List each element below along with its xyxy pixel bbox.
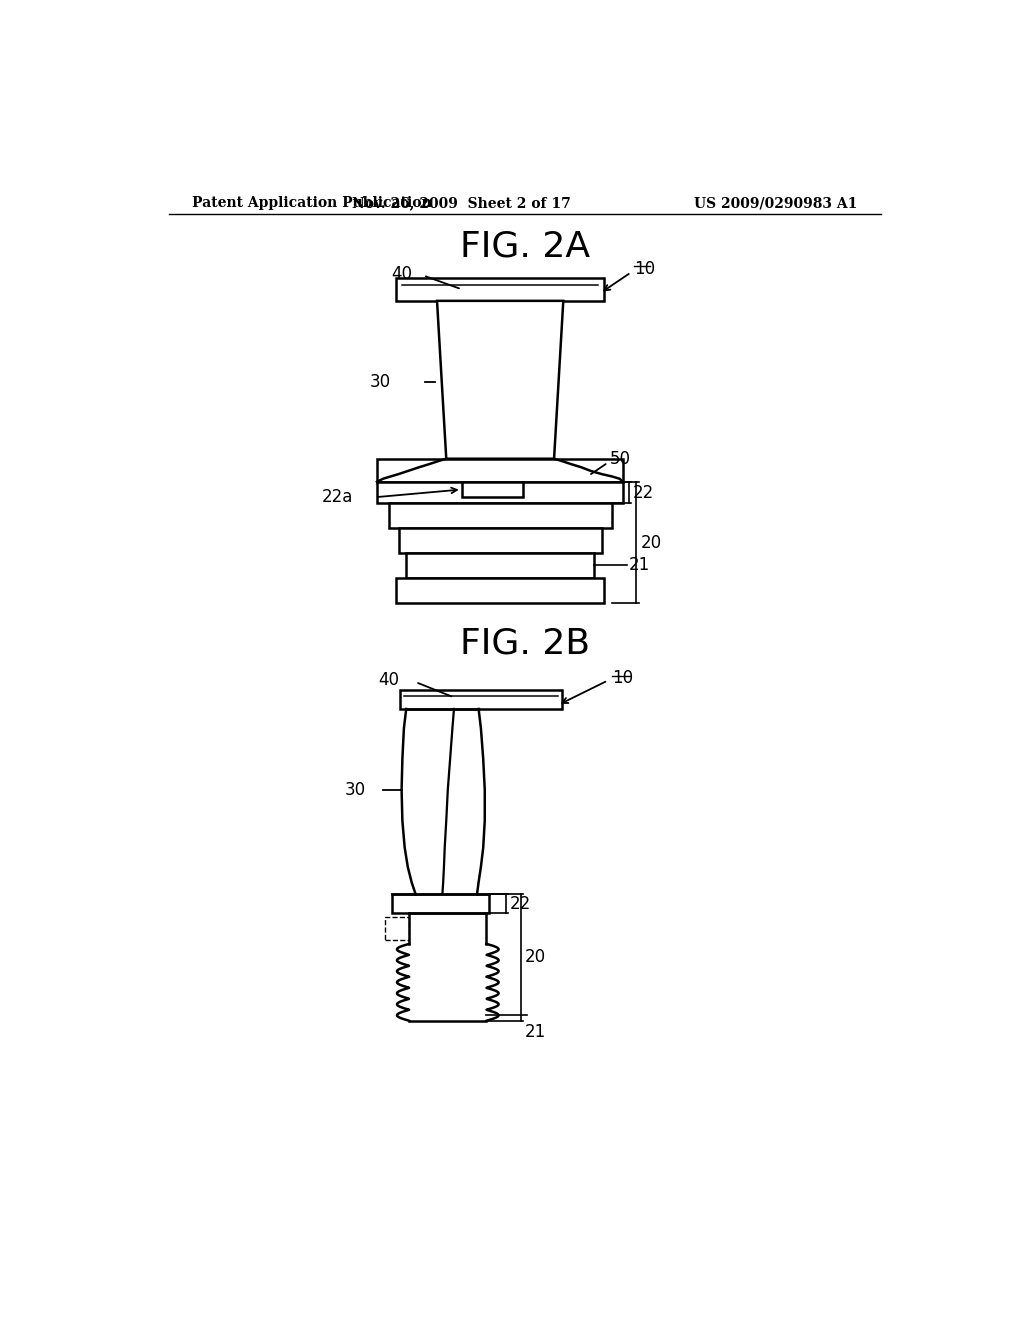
Text: FIG. 2A: FIG. 2A <box>460 230 590 264</box>
Text: 20: 20 <box>524 948 546 966</box>
Bar <box>396 277 604 301</box>
Bar <box>462 482 523 498</box>
Text: 30: 30 <box>370 372 390 391</box>
Text: 22: 22 <box>509 895 530 912</box>
Text: 10: 10 <box>611 669 633 688</box>
Text: 40: 40 <box>391 265 412 282</box>
Text: US 2009/0290983 A1: US 2009/0290983 A1 <box>694 197 857 210</box>
Text: FIG. 2B: FIG. 2B <box>460 627 590 660</box>
Bar <box>400 689 562 709</box>
Bar <box>377 459 624 482</box>
Text: 50: 50 <box>609 450 631 467</box>
Bar <box>385 917 410 940</box>
Text: Patent Application Publication: Patent Application Publication <box>193 197 432 210</box>
Bar <box>407 553 594 578</box>
Polygon shape <box>437 301 563 459</box>
Text: 21: 21 <box>629 556 650 574</box>
Text: 22a: 22a <box>322 488 353 506</box>
Text: 30: 30 <box>345 781 366 799</box>
Bar <box>392 894 488 913</box>
Text: Nov. 26, 2009  Sheet 2 of 17: Nov. 26, 2009 Sheet 2 of 17 <box>352 197 571 210</box>
Bar <box>396 578 604 603</box>
Text: 10: 10 <box>634 260 655 277</box>
Text: 22: 22 <box>633 483 654 502</box>
Bar <box>377 482 624 503</box>
Text: 40: 40 <box>379 672 399 689</box>
Bar <box>398 528 602 553</box>
Text: 20: 20 <box>640 533 662 552</box>
Bar <box>388 503 611 528</box>
Text: 21: 21 <box>524 1023 546 1041</box>
